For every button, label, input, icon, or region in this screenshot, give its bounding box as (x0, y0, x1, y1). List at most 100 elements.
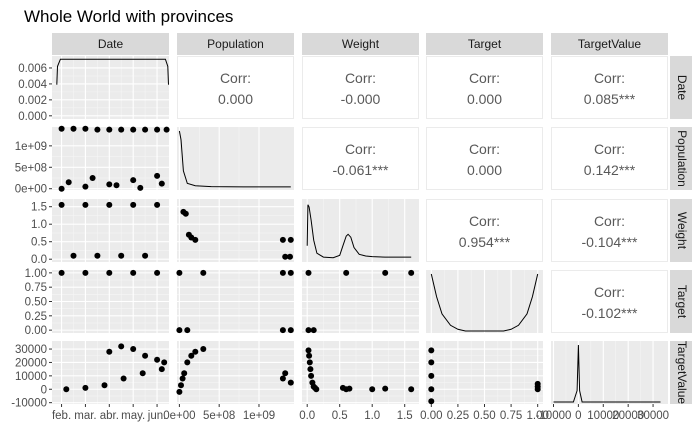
data-point (305, 327, 312, 334)
correlation-panel (302, 127, 419, 190)
y-tick-label: 20000 (15, 357, 47, 369)
data-point (181, 370, 188, 377)
y-tick-label: 0e+00 (15, 184, 47, 196)
data-point (70, 125, 77, 132)
data-point (179, 375, 186, 382)
left-axis: 0.0000.0020.0040.0060e+005e+081e+090.00.… (11, 63, 52, 410)
data-point (82, 269, 89, 276)
data-point (58, 201, 65, 208)
bottom-axis: feb. mar. abr. may. jun.0e+00 5e+08 1e+09 0.0 0.… (52, 404, 669, 422)
correlation-value: 0.142*** (584, 162, 636, 178)
plot-panel (302, 199, 419, 262)
correlation-value: 0.000 (218, 91, 253, 107)
column-strip-label: Population (207, 37, 264, 51)
y-tick-label: 0.006 (18, 63, 47, 75)
data-point (282, 370, 289, 377)
data-point (408, 386, 415, 393)
plot-panel (302, 341, 419, 404)
y-tick-label: 0.00 (25, 325, 47, 337)
data-point (82, 201, 89, 208)
data-point (154, 269, 161, 276)
data-point (118, 126, 125, 133)
correlation-value: 0.000 (467, 91, 502, 107)
x-tick-label: 0.25 (447, 410, 469, 422)
row-strip (670, 341, 692, 404)
data-point (58, 269, 65, 276)
data-point (70, 252, 77, 259)
column-strip-label: Target (468, 37, 502, 51)
data-point (154, 356, 161, 363)
correlation-panel (177, 56, 294, 119)
plot-panel (551, 341, 668, 404)
correlation-label: Corr: (345, 70, 376, 86)
plot-panel (52, 56, 169, 119)
correlation-label: Corr: (469, 213, 500, 229)
data-point (65, 179, 72, 186)
data-point (279, 269, 286, 276)
x-tick-label: abr. (100, 410, 119, 422)
y-tick-label: 0.5 (31, 237, 47, 249)
correlation-label: Corr: (469, 70, 500, 86)
data-point (178, 382, 184, 389)
y-tick-label: 0.0 (31, 254, 47, 266)
correlation-panel (551, 199, 668, 262)
data-point (305, 347, 312, 354)
data-point (130, 126, 137, 133)
y-tick-label: 0.004 (18, 79, 47, 91)
data-point (369, 386, 376, 393)
data-point (279, 375, 286, 382)
correlation-panel (551, 270, 668, 333)
data-point (163, 126, 170, 133)
data-point (106, 201, 113, 208)
correlation-value: 0.000 (467, 162, 502, 178)
data-point (161, 359, 168, 366)
x-tick-label: 5e+08 (203, 410, 235, 422)
plot-panel (52, 199, 169, 262)
row-strip-label: TargetValue (675, 341, 689, 404)
data-point (176, 388, 183, 395)
data-point (279, 236, 286, 243)
row-strip-label: Weight (675, 212, 689, 250)
data-point (139, 370, 146, 377)
y-tick-label: 10000 (15, 371, 47, 383)
y-tick-label: 0 (41, 384, 47, 396)
x-tick-label: 0.00 (420, 410, 442, 422)
data-point (176, 269, 183, 276)
x-tick-label: may. (121, 410, 145, 422)
correlation-value: -0.000 (341, 91, 381, 107)
data-point (82, 384, 89, 391)
data-point (118, 343, 125, 350)
data-point (118, 252, 125, 259)
y-tick-label: 0.25 (25, 311, 47, 323)
correlation-label: Corr: (594, 284, 625, 300)
x-tick-label: 1.00 (526, 410, 548, 422)
x-tick-label: 0.5 (332, 410, 348, 422)
x-tick-label: 1.5 (397, 410, 413, 422)
data-point (89, 175, 96, 181)
data-point (287, 327, 294, 334)
correlation-panel (426, 199, 543, 262)
data-point (313, 386, 320, 393)
data-point (58, 125, 65, 132)
y-tick-label: -10000 (11, 398, 47, 410)
data-point (346, 385, 353, 392)
column-strip (426, 33, 543, 55)
column-strip-label: TargetValue (578, 37, 641, 51)
x-tick-label: 30000 (637, 410, 669, 422)
y-tick-label: 0.75 (25, 282, 47, 294)
data-point (287, 379, 294, 386)
row-strip-label: Date (675, 75, 689, 101)
data-point (142, 352, 149, 359)
data-point (184, 327, 191, 334)
y-tick-label: 1.00 (25, 268, 47, 280)
data-point (106, 348, 113, 355)
column-strip (551, 33, 668, 55)
correlation-value: -0.061*** (332, 162, 389, 178)
correlation-panel (426, 56, 543, 119)
density-line-targetvalue (553, 344, 661, 403)
y-tick-label: 1.0 (31, 219, 47, 231)
data-point (94, 252, 101, 259)
column-strip-label: Date (98, 37, 124, 51)
data-point (428, 372, 435, 379)
